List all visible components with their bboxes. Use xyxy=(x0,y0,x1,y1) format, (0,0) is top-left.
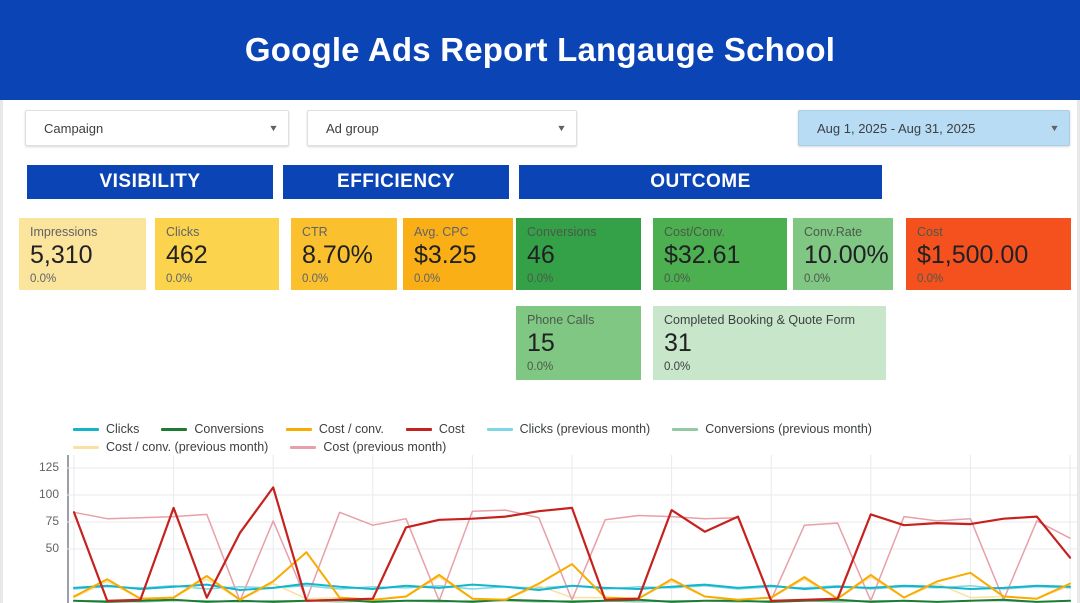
kpi-delta: 0.0% xyxy=(804,273,831,285)
legend-item[interactable]: Conversions (previous month) xyxy=(672,422,872,436)
chart-series-line xyxy=(73,551,1071,601)
kpi-label: Completed Booking & Quote Form xyxy=(664,313,856,327)
legend-label: Cost xyxy=(438,422,465,436)
kpi-card-clicks[interactable]: Clicks 462 0.0% xyxy=(155,218,279,290)
campaign-filter-dropdown[interactable]: Campaign ▼ xyxy=(25,110,289,146)
legend-item[interactable]: Clicks xyxy=(73,422,139,436)
kpi-delta: 0.0% xyxy=(414,273,441,285)
chevron-down-icon: ▼ xyxy=(556,123,567,133)
legend-swatch-icon xyxy=(73,427,99,431)
legend-label: Cost (previous month) xyxy=(323,440,447,454)
kpi-delta: 0.0% xyxy=(30,273,57,285)
kpi-delta: 0.0% xyxy=(302,273,329,285)
kpi-delta: 0.0% xyxy=(664,361,691,373)
legend-swatch-icon xyxy=(161,427,188,431)
kpi-value: $3.25 xyxy=(414,241,477,269)
chart-lines xyxy=(67,455,1077,603)
chevron-down-icon: ▼ xyxy=(1049,123,1060,133)
kpi-card-cost-per-conversion[interactable]: Cost/Conv. $32.61 0.0% xyxy=(653,218,787,290)
chart-legend-row-1: Clicks Conversions Cost / conv. Cost Clicks … xyxy=(73,420,973,438)
ad-group-filter-dropdown[interactable]: Ad group ▼ xyxy=(307,110,577,146)
kpi-value: $1,500.00 xyxy=(917,241,1029,269)
legend-swatch-icon xyxy=(285,427,312,431)
page-title: Google Ads Report Langauge School xyxy=(244,31,836,68)
legend-label: Conversions xyxy=(194,422,264,436)
kpi-card-ctr[interactable]: CTR 8.70% 0.0% xyxy=(291,218,397,290)
chart-legend-row-2: Cost / conv. (previous month) Cost (previ… xyxy=(73,438,973,456)
kpi-value: 10.00% xyxy=(804,241,889,269)
kpi-card-completed-booking-quote-form[interactable]: Completed Booking & Quote Form 31 0.0% xyxy=(653,306,886,380)
kpi-label: Cost xyxy=(917,225,943,239)
ad-group-filter-label: Ad group xyxy=(326,120,379,136)
chart-plot-area: 125 100 75 50 xyxy=(3,455,1077,603)
legend-label: Conversions (previous month) xyxy=(705,422,872,436)
y-axis-tick-label: 125 xyxy=(38,459,59,474)
y-axis-tick-label: 75 xyxy=(45,513,59,528)
filter-bar: Campaign ▼ Ad group ▼ Aug 1, 2025 - Aug … xyxy=(3,108,1077,148)
legend-item[interactable]: Cost xyxy=(405,422,465,436)
legend-swatch-icon xyxy=(486,427,513,431)
kpi-value: 5,310 xyxy=(30,241,93,269)
chart-series-line xyxy=(73,582,1071,591)
date-range-picker[interactable]: Aug 1, 2025 - Aug 31, 2025 ▼ xyxy=(798,110,1070,146)
kpi-label: Clicks xyxy=(166,225,200,239)
section-label-efficiency: EFFICIENCY xyxy=(337,171,455,192)
kpi-value: 46 xyxy=(527,241,555,269)
kpi-label: Conversions xyxy=(527,225,597,239)
chart-axis-line xyxy=(67,455,69,603)
timeseries-chart: Clicks Conversions Cost / conv. Cost Clicks … xyxy=(3,415,1077,603)
y-axis-tick-label: 50 xyxy=(45,540,59,555)
kpi-delta: 0.0% xyxy=(527,273,554,285)
section-header-efficiency: EFFICIENCY xyxy=(283,165,509,199)
kpi-card-conversion-rate[interactable]: Conv.Rate 10.00% 0.0% xyxy=(793,218,893,290)
chart-series-line xyxy=(72,486,1072,602)
kpi-card-conversions[interactable]: Conversions 46 0.0% xyxy=(516,218,641,290)
kpi-delta: 0.0% xyxy=(664,273,691,285)
legend-swatch-icon xyxy=(405,427,432,431)
kpi-delta: 0.0% xyxy=(527,361,554,373)
legend-item[interactable]: Cost / conv. xyxy=(285,422,384,436)
kpi-card-impressions[interactable]: Impressions 5,310 0.0% xyxy=(19,218,146,290)
legend-swatch-icon xyxy=(290,445,317,449)
kpi-value: 8.70% xyxy=(302,241,373,269)
legend-swatch-icon xyxy=(73,445,99,449)
kpi-delta: 0.0% xyxy=(917,273,944,285)
kpi-value: 462 xyxy=(166,241,208,269)
legend-item[interactable]: Clicks (previous month) xyxy=(486,422,651,436)
kpi-label: Phone Calls xyxy=(527,313,595,327)
legend-label: Clicks xyxy=(106,422,140,436)
section-label-outcome: OUTCOME xyxy=(650,171,751,192)
kpi-label: CTR xyxy=(302,225,328,239)
kpi-value: $32.61 xyxy=(664,241,741,269)
kpi-label: Conv.Rate xyxy=(804,225,863,239)
kpi-value: 15 xyxy=(527,329,555,357)
date-range-label: Aug 1, 2025 - Aug 31, 2025 xyxy=(817,120,976,136)
kpi-label: Avg. CPC xyxy=(414,225,469,239)
legend-label: Clicks (previous month) xyxy=(519,422,651,436)
legend-item[interactable]: Cost / conv. (previous month) xyxy=(73,440,268,454)
kpi-value: 31 xyxy=(664,329,692,357)
kpi-card-cost[interactable]: Cost $1,500.00 0.0% xyxy=(906,218,1071,290)
chevron-down-icon: ▼ xyxy=(268,123,279,133)
campaign-filter-label: Campaign xyxy=(44,120,104,136)
y-axis-tick-label: 100 xyxy=(38,486,59,501)
legend-item[interactable]: Cost (previous month) xyxy=(290,440,446,454)
kpi-card-avg-cpc[interactable]: Avg. CPC $3.25 0.0% xyxy=(403,218,513,290)
chart-legend: Clicks Conversions Cost / conv. Cost Clicks … xyxy=(73,420,973,456)
legend-swatch-icon xyxy=(672,427,699,431)
legend-label: Cost / conv. (previous month) xyxy=(106,440,269,454)
legend-label: Cost / conv. xyxy=(318,422,384,436)
kpi-card-phone-calls[interactable]: Phone Calls 15 0.0% xyxy=(516,306,641,380)
section-header-visibility: VISIBILITY xyxy=(27,165,273,199)
chart-y-axis: 125 100 75 50 xyxy=(3,455,67,603)
chart-series-line xyxy=(73,598,1071,603)
legend-item[interactable]: Conversions xyxy=(161,422,264,436)
report-header: Google Ads Report Langauge School xyxy=(0,0,1080,100)
kpi-delta: 0.0% xyxy=(166,273,193,285)
kpi-label: Cost/Conv. xyxy=(664,225,725,239)
section-label-visibility: VISIBILITY xyxy=(99,171,201,192)
section-header-outcome: OUTCOME xyxy=(519,165,882,199)
kpi-label: Impressions xyxy=(30,225,98,239)
